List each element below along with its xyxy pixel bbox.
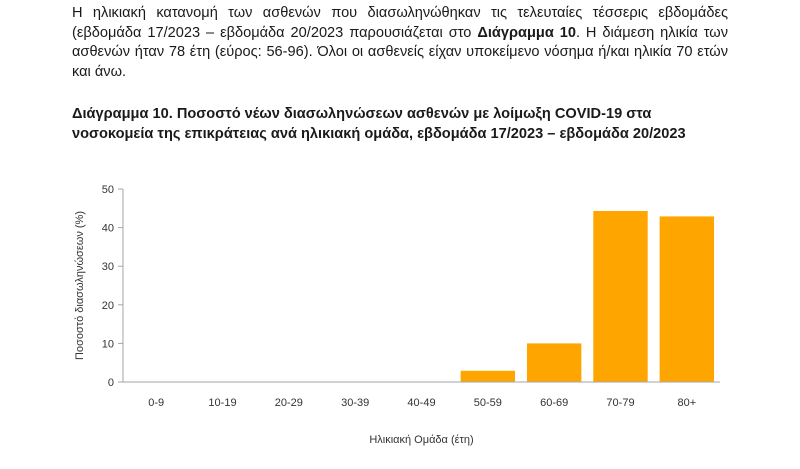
x-tick-label: 80+: [677, 397, 696, 409]
intro-paragraph-figure-ref: Διάγραμμα 10: [477, 24, 576, 41]
figure-title: Διάγραμμα 10. Ποσοστό νέων διασωληνώσεων…: [72, 106, 686, 142]
x-tick-label: 40-49: [407, 397, 435, 409]
y-axis-ticks: 0 10 20 30 40 50: [102, 184, 123, 389]
x-tick-label: 20-29: [275, 397, 303, 409]
intro-paragraph: Η ηλικιακή κατανομή των ασθενών που διασ…: [72, 4, 728, 82]
x-tick-label: 70-79: [606, 397, 634, 409]
x-tick-label: 60-69: [540, 397, 568, 409]
bar-80+: [659, 216, 715, 382]
bar-50-59: [460, 370, 516, 382]
bar-60-69: [526, 343, 582, 382]
intro-paragraph-text-1: Η ηλικιακή κατανομή των ασθενών που διασ…: [72, 5, 728, 41]
y-tick-label: 10: [102, 338, 114, 350]
y-tick-label: 50: [102, 184, 114, 196]
y-axis-label: Ποσοστό διασωληνώσεων (%): [74, 211, 86, 360]
y-tick-label: 40: [102, 223, 114, 235]
x-axis-ticks: 0-9 10-19 20-29 30-39 40-49 50-59 60-69 70-79 80…: [148, 397, 696, 409]
intro-paragraph-text-2: . Η διάμεση ηλικία των ασθενών ήταν 78 έ…: [72, 24, 728, 80]
x-axis-label: Ηλικιακή Ομάδα (έτη): [369, 434, 473, 446]
bars: [460, 211, 715, 382]
x-tick-label: 10-19: [208, 397, 236, 409]
y-tick-label: 20: [102, 300, 114, 312]
y-tick-label: 30: [102, 261, 114, 273]
x-tick-label: 50-59: [474, 397, 502, 409]
x-tick-label: 30-39: [341, 397, 369, 409]
x-tick-label: 0-9: [148, 397, 164, 409]
bar-70-79: [593, 211, 648, 382]
y-tick-label: 0: [108, 377, 114, 389]
